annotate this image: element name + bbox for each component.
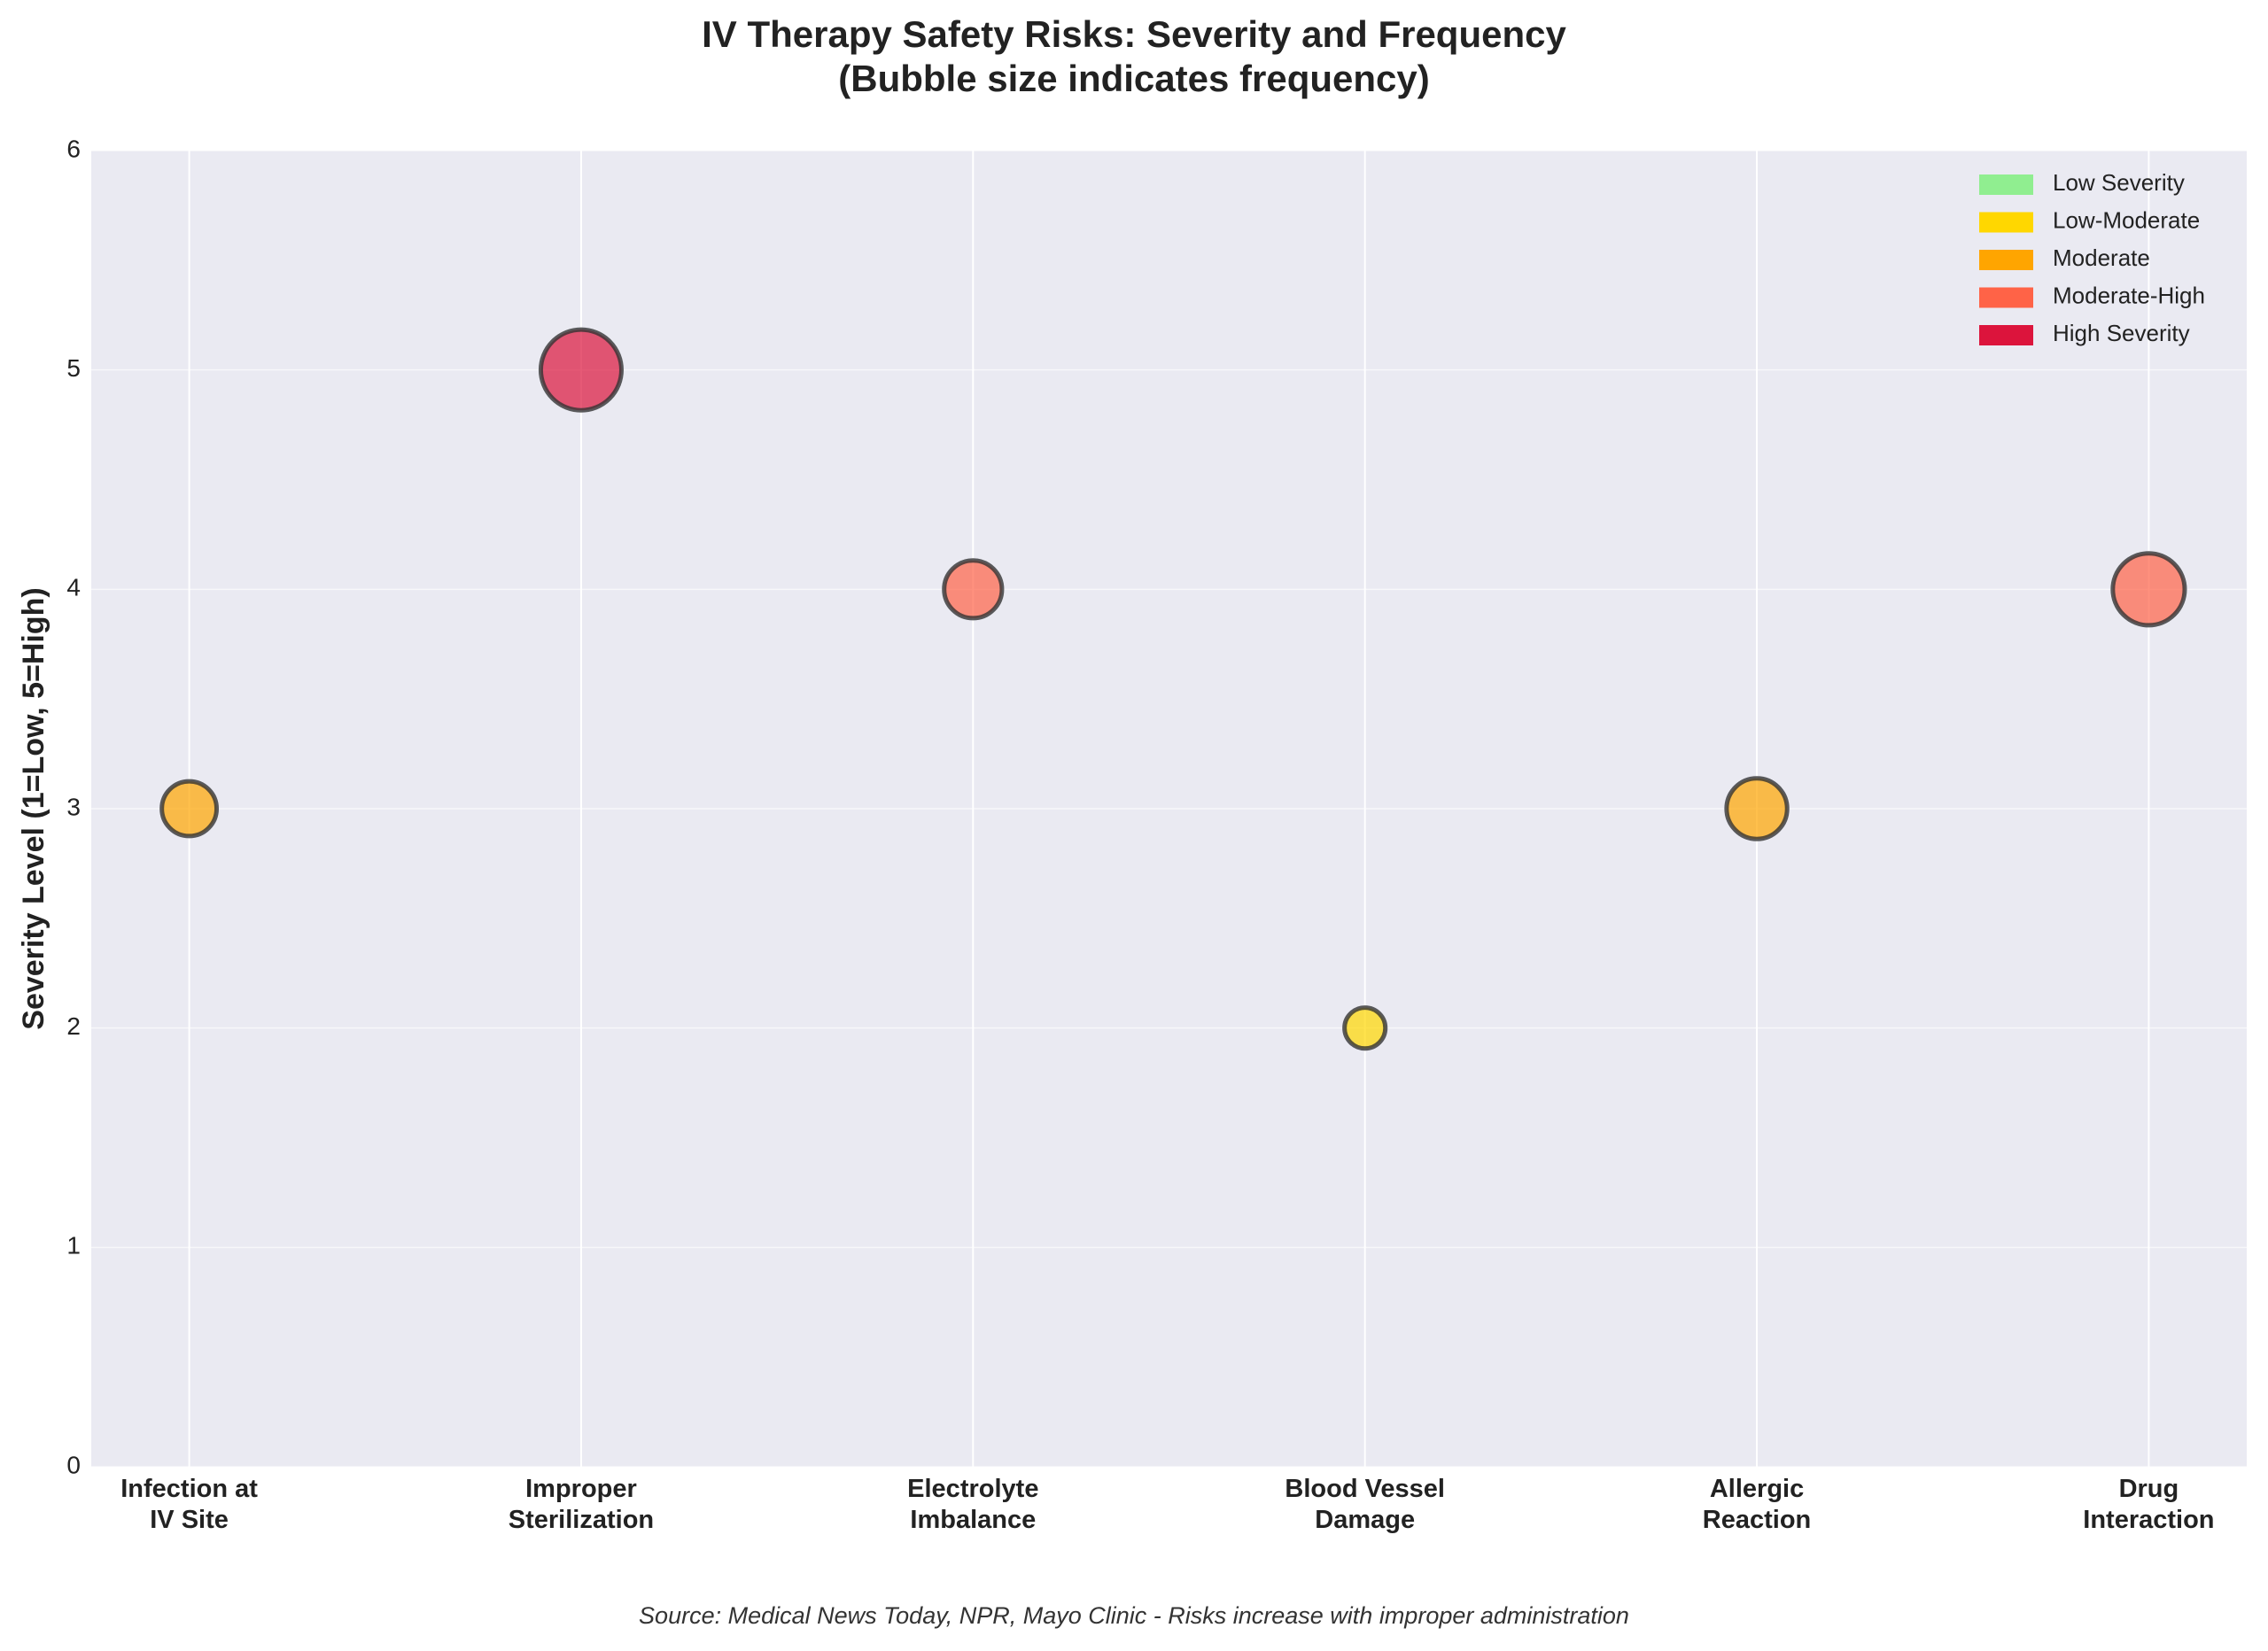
legend-swatch	[1979, 174, 2033, 195]
y-tick-label: 0	[66, 1451, 81, 1478]
legend-label: Low Severity	[2053, 169, 2185, 196]
legend-label: Moderate-High	[2053, 282, 2205, 308]
y-tick-label: 5	[66, 354, 81, 382]
legend-label: High Severity	[2053, 320, 2190, 346]
legend-swatch	[1979, 250, 2033, 270]
y-tick-label: 1	[66, 1232, 81, 1260]
legend-swatch	[1979, 212, 2033, 233]
legend-label: Low-Moderate	[2053, 206, 2200, 233]
y-axis-label: Severity Level (1=Low, 5=High)	[17, 587, 50, 1029]
x-tick-label: Electrolyte Imbalance	[907, 1475, 1039, 1534]
legend-label: Moderate	[2053, 244, 2150, 271]
x-tick-label: Drug Interaction	[2083, 1475, 2215, 1534]
bubble	[1724, 776, 1790, 841]
x-tick-label: Improper Sterilization	[508, 1475, 655, 1534]
bubble	[2110, 551, 2187, 628]
legend-swatch	[1979, 287, 2033, 308]
y-tick-label: 3	[66, 793, 81, 820]
y-tick-label: 2	[66, 1012, 81, 1040]
legend-swatch	[1979, 325, 2033, 345]
x-tick-label: Blood Vessel Damage	[1285, 1475, 1445, 1534]
legend: Low Severity Low-Moderate Moderate Moderate…	[1979, 169, 2205, 346]
bubble	[538, 327, 624, 413]
bubble	[942, 558, 1005, 621]
bubble	[159, 779, 220, 839]
y-tick-label: 4	[66, 574, 81, 601]
bubble	[1342, 1005, 1388, 1051]
source-note: Source: Medical News Today, NPR, Mayo Cl…	[639, 1602, 1629, 1629]
x-tick-label: Infection at IV Site	[120, 1475, 258, 1534]
x-tick-label: Allergic Reaction	[1702, 1475, 1812, 1534]
chart-title: IV Therapy Safety Risks: Severity and Fr…	[702, 13, 1566, 100]
y-tick-label: 6	[66, 135, 81, 162]
